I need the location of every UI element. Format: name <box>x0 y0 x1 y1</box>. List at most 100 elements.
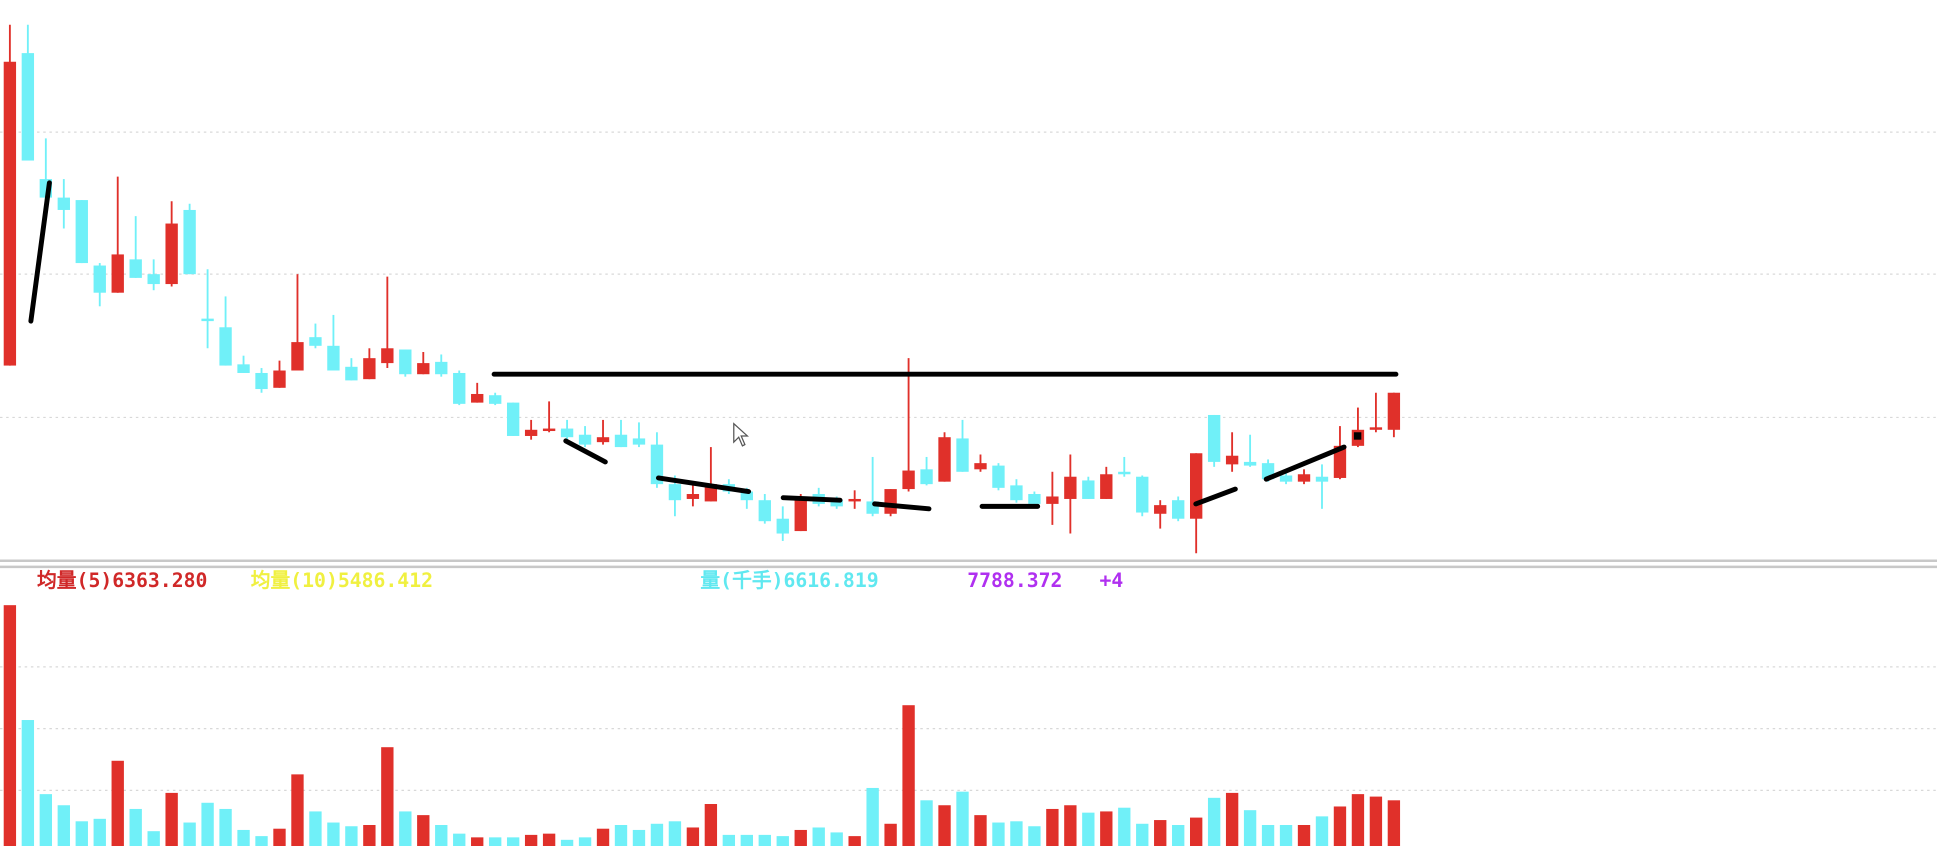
volume-bar <box>399 811 412 846</box>
volume-bar <box>902 705 915 846</box>
candle-body <box>3 61 17 366</box>
candle-body <box>363 358 376 380</box>
volume-bar <box>668 821 682 846</box>
candle-body <box>1225 455 1239 465</box>
volume-bar <box>1297 825 1311 846</box>
volume-bar <box>1100 811 1113 846</box>
volume-bar <box>273 828 286 846</box>
volume-bar <box>722 834 736 846</box>
candle-body <box>21 53 35 161</box>
volume-bar <box>596 828 610 846</box>
candle-body <box>471 393 484 403</box>
candle-body <box>1154 505 1167 514</box>
candle-body <box>111 254 124 293</box>
volume-bar <box>93 818 106 846</box>
candle-body <box>902 470 915 490</box>
candle-body <box>830 500 843 507</box>
volume-bar <box>848 836 861 846</box>
volume-legend: +4 <box>1099 569 1123 592</box>
candle-body <box>201 318 214 322</box>
volume-bar <box>435 825 448 846</box>
candle-body <box>1279 475 1293 482</box>
candle-body <box>1172 500 1185 519</box>
volume-bar <box>21 720 35 846</box>
volume-bar <box>1207 797 1221 846</box>
volume-bar <box>1261 825 1275 846</box>
volume-bar <box>345 826 358 846</box>
volume-bar <box>1189 817 1203 846</box>
volume-bar <box>992 822 1005 846</box>
volume-bar <box>650 823 664 846</box>
volume-bar <box>812 827 825 846</box>
candle-body <box>578 434 592 445</box>
volume-bar <box>1243 810 1257 846</box>
volume-bar <box>327 822 340 846</box>
volume-bar <box>1369 796 1383 846</box>
candle-body <box>1100 474 1113 499</box>
candle-body <box>614 434 628 448</box>
candle-body <box>1046 496 1059 504</box>
volume-bar <box>758 834 771 846</box>
volume-bar <box>309 811 322 846</box>
volume-bar <box>1225 792 1239 846</box>
candle-body <box>1118 471 1131 475</box>
candle-body <box>632 438 646 445</box>
volume-bar <box>560 839 574 846</box>
candle-body <box>345 366 358 381</box>
candle-body <box>57 197 70 210</box>
volume-bar <box>1118 807 1131 846</box>
candle-body <box>183 209 196 275</box>
marks <box>3 24 1401 846</box>
candle-body <box>506 402 520 436</box>
candle-body <box>992 465 1005 488</box>
candle-body <box>237 364 250 373</box>
volume-bar <box>794 829 807 846</box>
volume-bar <box>471 837 484 846</box>
candle-body <box>1369 427 1383 430</box>
volume-bar <box>524 834 538 846</box>
volume-bar <box>686 827 700 846</box>
candle-body <box>740 491 753 501</box>
volume-bar <box>1010 821 1023 846</box>
candle-body <box>650 444 664 485</box>
volume-bar <box>75 821 88 846</box>
volume-bar <box>3 605 17 846</box>
candle-body <box>686 494 700 499</box>
volume-bar <box>704 804 718 846</box>
candle-body <box>309 337 322 346</box>
candle-body <box>884 489 897 514</box>
volume-bar <box>39 794 53 846</box>
volume-bar <box>1172 825 1185 846</box>
candle-body <box>1243 461 1257 466</box>
volume-bar <box>165 792 178 846</box>
volume-bar <box>1082 812 1095 846</box>
candle-body <box>776 518 789 534</box>
candle-body <box>974 463 987 470</box>
candle-body <box>1387 392 1401 430</box>
candle-body <box>327 345 340 371</box>
volume-bar <box>542 833 556 846</box>
volume-legend: 均量(5)6363.280 <box>37 569 207 592</box>
volume-bar <box>1028 826 1041 846</box>
volume-legend: 量(千手)6616.819 <box>700 569 878 592</box>
candle-body <box>399 349 412 375</box>
candle-body <box>129 259 142 278</box>
volume-bar <box>1387 800 1401 846</box>
volume-bar <box>255 836 268 846</box>
volume-bar <box>489 837 502 846</box>
candle-body <box>417 363 430 375</box>
candle-body <box>1297 474 1311 482</box>
volume-bar <box>632 829 646 846</box>
volume-bar <box>291 774 304 846</box>
volume-bar <box>363 825 376 846</box>
volume-bar <box>506 837 520 846</box>
volume-bar <box>111 760 124 846</box>
candle-body <box>794 498 807 532</box>
volume-legend: 7788.372 <box>967 569 1062 592</box>
candle-body <box>1189 453 1203 519</box>
candle-body <box>1136 476 1149 513</box>
trend-stroke <box>28 180 52 324</box>
candle-body <box>381 348 394 364</box>
